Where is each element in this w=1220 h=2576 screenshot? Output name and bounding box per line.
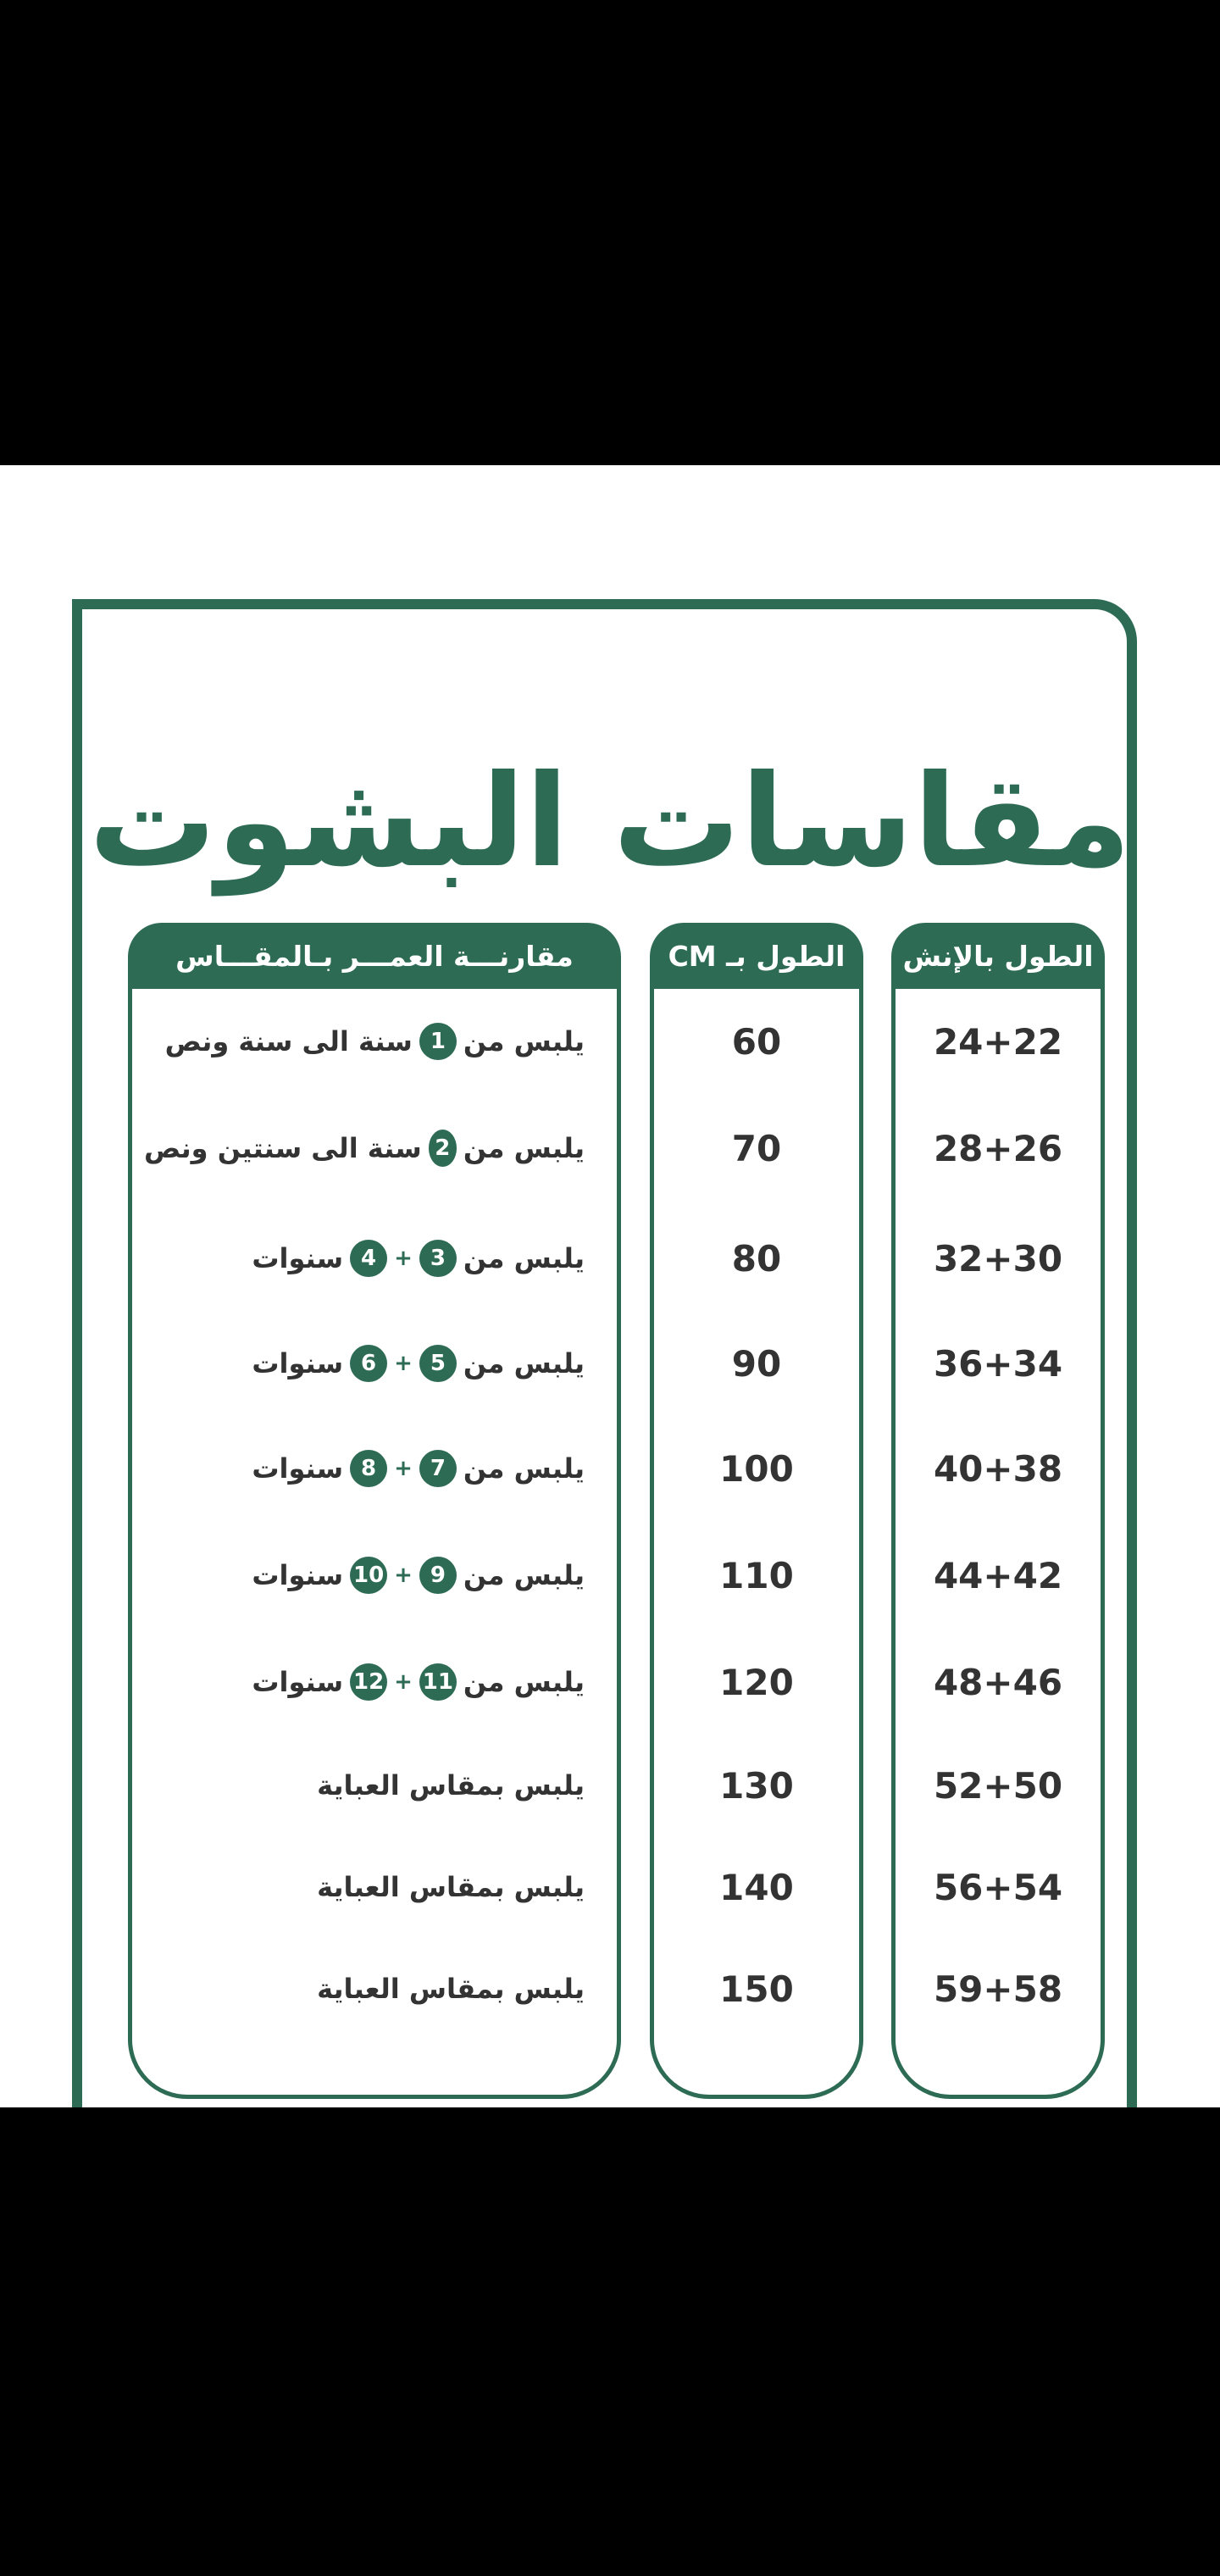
inch-cell: 59+58: [933, 1968, 1063, 2010]
inch-cell: 52+50: [933, 1764, 1063, 1807]
age-text: يلبس من: [463, 1242, 585, 1274]
age-text: يلبس بمقاس العباية: [317, 1973, 585, 2005]
age-text: سنوات: [252, 1242, 344, 1274]
age-cell: يلبس من 3 +4 سنوات: [144, 1233, 585, 1284]
inch-cell: 48+46: [933, 1661, 1063, 1703]
cm-cell: 110: [719, 1554, 794, 1596]
inch-cell: 24+22: [933, 1020, 1063, 1063]
column: [891, 923, 1105, 2099]
inch-cell: 40+38: [933, 1447, 1063, 1490]
bottom-bar: [0, 2107, 1220, 2576]
cm-cell: 70: [731, 1127, 782, 1169]
inch-cell: 44+42: [933, 1554, 1063, 1596]
age-number: 8: [350, 1450, 388, 1487]
age-number: 6: [350, 1345, 388, 1382]
age-text: سنة الى سنتين ونص: [144, 1132, 422, 1164]
age-number: 11: [419, 1663, 457, 1701]
inch-cell: 36+34: [933, 1342, 1063, 1385]
cm-cell: 60: [731, 1020, 782, 1063]
age-text: سنوات: [252, 1559, 344, 1591]
age-text: +: [394, 1246, 413, 1271]
age-text: سنوات: [252, 1452, 344, 1485]
cm-cell: 80: [731, 1237, 782, 1280]
inch-cell: 32+30: [933, 1237, 1063, 1280]
age-text: +: [394, 1669, 413, 1695]
age-text: يلبس من: [463, 1559, 585, 1591]
age-text: +: [394, 1563, 413, 1588]
age-number: 12: [350, 1663, 388, 1701]
column: [128, 923, 621, 2099]
cm-cell: 130: [719, 1764, 794, 1807]
age-text: سنوات: [252, 1347, 344, 1380]
inch-cell: 28+26: [933, 1127, 1063, 1169]
age-text: يلبس من: [463, 1452, 585, 1485]
age-cell: يلبس بمقاس العباية: [144, 1963, 585, 2014]
inch-cell: 56+54: [933, 1866, 1063, 1908]
column: [650, 923, 863, 2099]
age-number: 7: [419, 1450, 457, 1487]
age-text: يلبس من: [463, 1025, 585, 1058]
title: مقاسات البشوت: [88, 748, 1132, 896]
age-text: +: [394, 1456, 413, 1481]
age-cell: يلبس من 1 سنة الى سنة ونص: [144, 1016, 585, 1067]
age-number: 2: [428, 1130, 457, 1167]
age-cell: يلبس من 7 +8 سنوات: [144, 1443, 585, 1494]
column-header: الطول بـ CM: [650, 923, 863, 989]
top-bar: [0, 0, 1220, 465]
age-text: +: [394, 1351, 413, 1376]
age-number: 10: [350, 1557, 388, 1594]
age-number: 4: [350, 1240, 388, 1277]
age-cell: يلبس من 2 سنة الى سنتين ونص: [144, 1123, 585, 1174]
age-text: يلبس بمقاس العباية: [317, 1769, 585, 1802]
age-number: 3: [419, 1240, 457, 1277]
age-text: يلبس من: [463, 1347, 585, 1380]
column-header: الطول بالإنش: [891, 923, 1105, 989]
frame: [72, 599, 1137, 2141]
cm-cell: 140: [719, 1866, 794, 1908]
age-cell: يلبس من 11 +12 سنوات: [144, 1657, 585, 1707]
age-cell: يلبس بمقاس العباية: [144, 1760, 585, 1811]
age-number: 1: [419, 1023, 457, 1060]
cm-cell: 90: [731, 1342, 782, 1385]
age-cell: يلبس بمقاس العباية: [144, 1862, 585, 1913]
age-number: 9: [419, 1557, 457, 1594]
cm-cell: 100: [719, 1447, 794, 1490]
cm-cell: 150: [719, 1968, 794, 2010]
age-number: 5: [419, 1345, 457, 1382]
age-text: يلبس من: [463, 1132, 585, 1164]
age-cell: يلبس من 9 +10 سنوات: [144, 1550, 585, 1601]
age-text: سنة الى سنة ونص: [164, 1025, 413, 1058]
age-text: يلبس من: [463, 1666, 585, 1698]
age-text: يلبس بمقاس العباية: [317, 1871, 585, 1903]
age-cell: يلبس من 5 +6 سنوات: [144, 1338, 585, 1389]
age-text: سنوات: [252, 1666, 344, 1698]
cm-cell: 120: [719, 1661, 794, 1703]
column-header: مقارنـــة العمـــر بـالمقـــاس: [128, 923, 621, 989]
